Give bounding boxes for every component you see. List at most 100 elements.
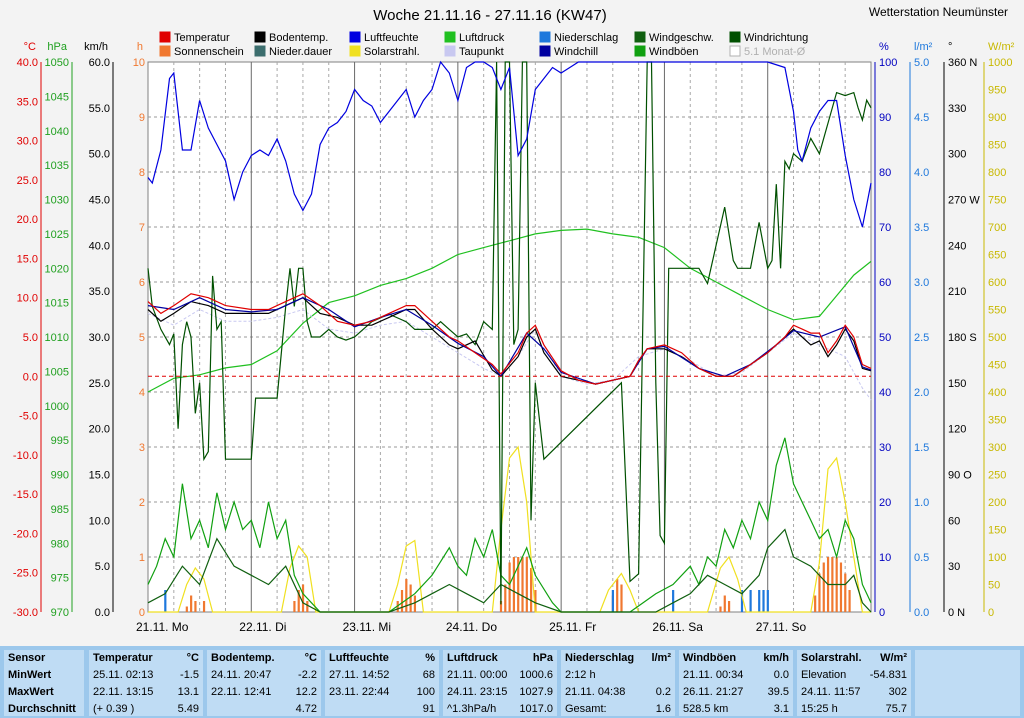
- x-axis-day-label: 27.11. So: [756, 620, 807, 634]
- sunshine-bar: [818, 573, 821, 612]
- right-axis-tick-label: 300: [988, 442, 1006, 454]
- left-axis-tick-label: 7: [139, 222, 145, 234]
- right-axis-tick-label: 40: [879, 387, 891, 399]
- stats-row-label: Durchschnitt: [8, 703, 76, 715]
- right-axis-tick-label: 250: [988, 470, 1006, 482]
- stats-column: Luftdruck hPa 21.11. 00:00 1000.6 24.11. 23:…: [443, 650, 557, 716]
- series-line-solarstrahl: [148, 445, 871, 613]
- stats-time: 24.11. 20:47: [211, 669, 272, 681]
- stats-time: 21.11. 00:00: [447, 669, 508, 681]
- precipitation-bar: [611, 590, 614, 612]
- series-line-temperatur: [147, 293, 872, 385]
- stats-time: Gesamt:: [565, 703, 607, 715]
- right-axes: %1009080706050403020100l/m²5.04.54.03.53…: [874, 41, 1015, 619]
- legend-swatch: [729, 45, 741, 57]
- left-axis-tick-label: 0.0: [95, 607, 110, 619]
- sunshine-bar: [297, 590, 300, 612]
- right-axis-tick-label: 1.0: [914, 497, 929, 509]
- stats-row-label: MinWert: [8, 669, 52, 681]
- left-axis-tick-label: -30.0: [13, 607, 38, 619]
- legend-swatch: [539, 31, 551, 43]
- legend-label: Windrichtung: [744, 32, 808, 44]
- right-axis-unit: %: [879, 41, 889, 53]
- right-axis-tick-label: 650: [988, 250, 1006, 262]
- right-axis-tick-label: 1000: [988, 57, 1012, 69]
- left-axis-tick-label: 1050: [45, 57, 69, 69]
- stats-column: Luftfeuchte% 27.11. 14:52 68 23.11. 22:44 10…: [325, 650, 439, 716]
- left-axis-tick-label: 10.0: [17, 293, 38, 305]
- right-axis-tick-label: 3.5: [914, 222, 929, 234]
- sunshine-bar: [413, 595, 417, 612]
- stats-time: 21.11. 00:34: [683, 669, 744, 681]
- stats-time: 26.11. 21:27: [683, 686, 744, 698]
- left-axis-tick-label: 50.0: [89, 149, 110, 161]
- left-axis-tick-label: 6: [139, 277, 145, 289]
- stats-column-unit: W/m²: [880, 652, 907, 664]
- right-axis-tick-label: 150: [988, 525, 1006, 537]
- left-axis-tick-label: 10.0: [89, 515, 110, 527]
- stats-column-header: Luftdruck: [447, 652, 498, 664]
- right-axis-tick-label: 0: [988, 607, 994, 619]
- stats-time: 21.11. 04:38: [565, 686, 626, 698]
- stats-column: Solarstrahl. W/m² Elevation -54.831 24.11. 1…: [797, 650, 911, 716]
- right-axis-tick-label: 210: [948, 286, 966, 298]
- stats-value: -1.5: [180, 669, 199, 681]
- left-axis-tick-label: 55.0: [89, 103, 110, 115]
- series-line-windgeschw: [147, 528, 872, 613]
- sunshine-bar: [844, 573, 847, 612]
- stats-column-unit: km/h: [763, 652, 789, 664]
- left-axis-tick-label: -10.0: [13, 450, 38, 462]
- left-axis-tick-label: 20.0: [89, 424, 110, 436]
- stats-column-unit: %: [425, 652, 435, 664]
- stats-time: ^1.3hPa/h: [447, 703, 497, 715]
- left-axis-tick-label: 1005: [45, 366, 69, 378]
- sunshine-bar: [293, 601, 296, 612]
- x-axis-labels: 21.11. Mo 22.11. Di 23.11. Mi 24.11. Do 25.1…: [136, 620, 807, 634]
- stats-column-unit: l/m²: [651, 652, 671, 664]
- right-axis-tick-label: 270 W: [948, 195, 980, 207]
- sunshine-bar: [719, 606, 722, 612]
- precipitation-bar: [164, 590, 167, 612]
- right-axis-tick-label: 550: [988, 305, 1006, 317]
- series-line-luftfeuchte: [147, 60, 872, 228]
- sunshine-bar: [723, 595, 726, 612]
- precipitation-bar: [758, 590, 761, 612]
- left-axis-tick-label: -5.0: [19, 411, 38, 423]
- sunshine-bar: [301, 584, 305, 612]
- left-axis-tick-label: -15.0: [13, 489, 38, 501]
- stats-column-header: Temperatur: [93, 652, 153, 664]
- stats-value: 0.2: [655, 686, 671, 698]
- right-axis-tick-label: 360 N: [948, 57, 977, 69]
- left-axis-tick-label: 1020: [45, 263, 69, 275]
- right-axis-unit: W/m²: [988, 41, 1015, 53]
- left-axis-tick-label: 980: [51, 538, 69, 550]
- stats-column: Niederschlag l/m² 2:12 h 21.11. 04:38 0.2 Ges…: [561, 650, 675, 716]
- right-axis-tick-label: 60: [879, 277, 891, 289]
- stats-time: 528.5 km: [683, 703, 729, 715]
- sunshine-bar: [405, 579, 408, 612]
- stats-value: 4.72: [295, 703, 317, 715]
- sunshine-bar: [202, 601, 206, 612]
- left-axis-tick-label: 35.0: [89, 286, 110, 298]
- legend-label: Niederschlag: [554, 32, 618, 44]
- sunshine-bar: [616, 579, 619, 612]
- x-axis-day-label: 22.11. Di: [239, 620, 286, 634]
- sunshine-bar: [504, 584, 507, 612]
- right-axis-tick-label: 700: [988, 222, 1006, 234]
- plot-series: [147, 60, 872, 613]
- left-axis-tick-label: 1015: [45, 298, 69, 310]
- left-axes: °C40.035.030.025.020.015.010.05.00.0-5.0…: [13, 41, 145, 619]
- legend-swatch: [539, 45, 551, 57]
- right-axis-tick-label: 2.5: [914, 332, 929, 344]
- left-axis-tick-label: -25.0: [13, 568, 38, 580]
- sunshine-bar: [530, 568, 533, 612]
- weather-week-chart: Woche 21.11.16 - 27.11.16 (KW47) Wetters…: [12, 5, 1015, 634]
- right-axis-tick-label: 800: [988, 167, 1006, 179]
- stats-column-header: Luftfeuchte: [329, 652, 389, 664]
- right-axis-tick-label: 180 S: [948, 332, 977, 344]
- left-axis-tick-label: 1040: [45, 126, 69, 138]
- left-axis-tick-label: 30.0: [17, 136, 38, 148]
- x-axis-day-label: 21.11. Mo: [136, 620, 189, 634]
- left-axis-tick-label: 1010: [45, 332, 69, 344]
- legend-label: 5.1 Monat-Ø: [744, 46, 806, 58]
